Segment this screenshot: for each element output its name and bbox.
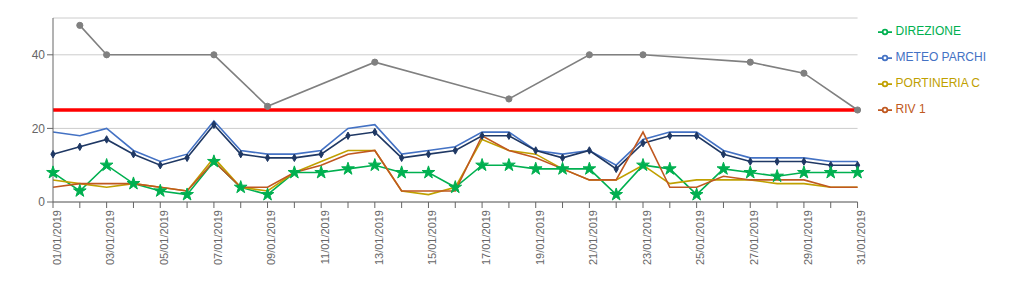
svg-text:07/01/2019: 07/01/2019 xyxy=(212,210,224,265)
svg-text:03/01/2019: 03/01/2019 xyxy=(104,210,116,265)
svg-text:27/01/2019: 27/01/2019 xyxy=(748,210,760,265)
svg-text:20: 20 xyxy=(32,122,46,136)
svg-text:05/01/2019: 05/01/2019 xyxy=(158,210,170,265)
svg-text:29/01/2019: 29/01/2019 xyxy=(802,210,814,265)
html-text:PORTINERIA C: PORTINERIA C xyxy=(895,76,980,90)
svg-text:23/01/2019: 23/01/2019 xyxy=(641,210,653,265)
html-text:RIV 1: RIV 1 xyxy=(895,102,926,116)
svg-text:09/01/2019: 09/01/2019 xyxy=(265,210,277,265)
svg-text:17/01/2019: 17/01/2019 xyxy=(480,210,492,265)
svg-text:11/01/2019: 11/01/2019 xyxy=(319,210,331,264)
svg-text:25/01/2019: 25/01/2019 xyxy=(694,210,706,265)
svg-text:21/01/2019: 21/01/2019 xyxy=(587,210,599,265)
svg-text:13/01/2019: 13/01/2019 xyxy=(373,210,385,265)
svg-text:31/01/2019: 31/01/2019 xyxy=(855,210,867,265)
svg-text:40: 40 xyxy=(32,48,46,62)
svg-text:19/01/2019: 19/01/2019 xyxy=(534,210,546,265)
svg-text:15/01/2019: 15/01/2019 xyxy=(426,210,438,265)
svg-text:0: 0 xyxy=(38,195,45,209)
svg-text:01/01/2019: 01/01/2019 xyxy=(51,210,63,265)
html-text:DIREZIONE: DIREZIONE xyxy=(895,24,961,38)
html-text:METEO PARCHI: METEO PARCHI xyxy=(895,50,986,64)
